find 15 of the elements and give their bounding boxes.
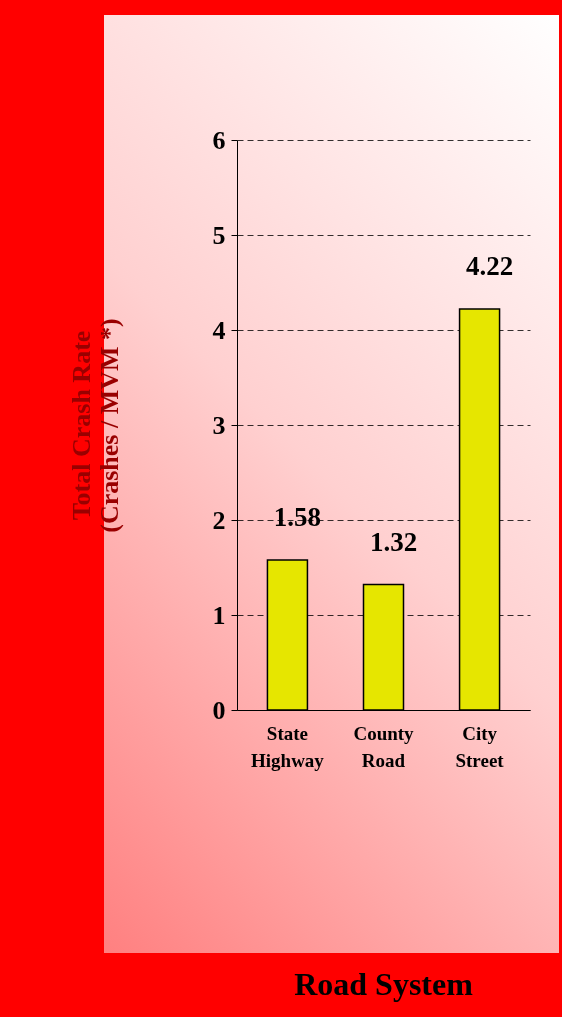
y-tick-label: 1	[212, 600, 226, 630]
x-tick-label: State Highway	[251, 722, 325, 771]
y-tick-label: 2	[212, 505, 226, 535]
data-label: 1.58	[273, 501, 322, 532]
y-tick-label: 0	[212, 695, 226, 725]
y-tick-label: 6	[212, 125, 226, 155]
x-tick-label: County Road	[353, 722, 415, 771]
x-tick-label: City Street	[455, 722, 505, 771]
y-tick-label: 5	[212, 220, 226, 250]
y-axis-title: Total Crash Rate (Crashes / MVM *)	[66, 318, 124, 533]
text: Road System	[294, 966, 474, 1002]
data-label: 4.22	[465, 251, 514, 282]
y-tick-label: 3	[212, 410, 226, 440]
y-tick-label: 4	[212, 315, 226, 345]
data-label: 1.32	[369, 526, 418, 557]
